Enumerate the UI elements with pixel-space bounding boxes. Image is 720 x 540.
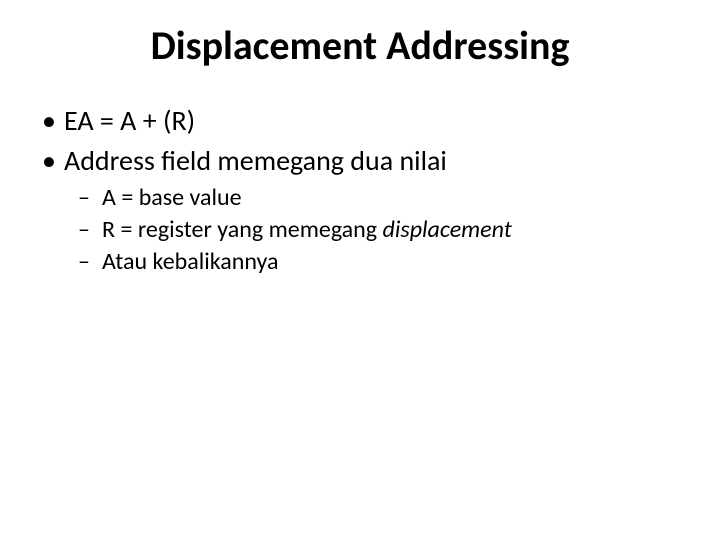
sub-bullet-item: A = base value — [102, 182, 680, 214]
slide: Displacement Addressing EA = A + (R) Add… — [0, 0, 720, 540]
sub-bullet-text: Atau kebalikannya — [102, 247, 279, 276]
sub-bullet-item: Atau kebalikannya — [102, 246, 680, 278]
sub-bullet-text: R = register yang memegang — [102, 215, 383, 244]
sub-bullet-list: A = base value R = register yang memegan… — [64, 182, 680, 279]
bullet-item: Address field memegang dua nilai A = bas… — [64, 142, 680, 279]
sub-bullet-text: A = base value — [102, 183, 242, 212]
slide-title: Displacement Addressing — [40, 24, 680, 68]
bullet-text: Address field memegang dua nilai — [64, 143, 447, 178]
sub-bullet-item: R = register yang memegang displacement — [102, 214, 680, 246]
bullet-list: EA = A + (R) Address field memegang dua … — [40, 102, 680, 279]
sub-bullet-italic: displacement — [383, 215, 512, 244]
bullet-text: EA = A + (R) — [64, 103, 195, 138]
bullet-item: EA = A + (R) — [64, 102, 680, 140]
